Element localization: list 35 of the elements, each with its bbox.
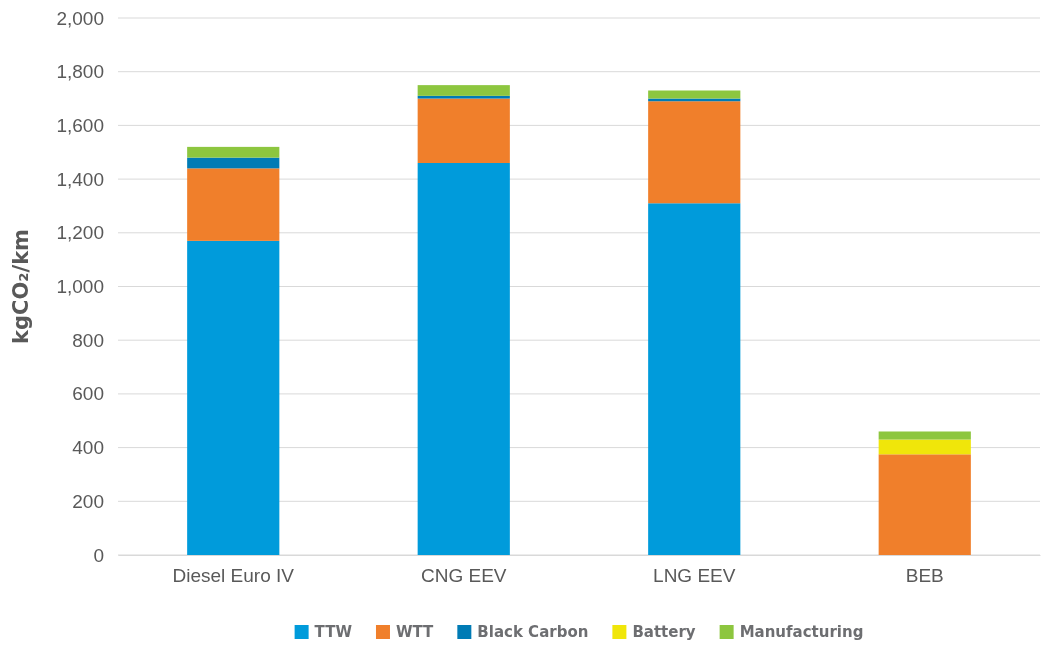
- legend-label: Manufacturing: [739, 623, 864, 642]
- x-tick-label: LNG EEV: [653, 565, 736, 587]
- x-tick-label: Diesel Euro IV: [172, 565, 295, 587]
- legend-label: TTW: [314, 623, 353, 642]
- y-tick-label: 600: [72, 383, 104, 405]
- y-tick-label: 1,800: [56, 61, 104, 83]
- y-tick-label: 800: [72, 329, 104, 351]
- y-tick-label: 0: [93, 544, 104, 566]
- bar: [648, 101, 741, 204]
- bar: [648, 90, 741, 99]
- bar: [417, 98, 510, 163]
- y-tick-label: 2,000: [56, 7, 104, 29]
- y-tick-label: 400: [72, 437, 104, 459]
- bar: [417, 95, 510, 99]
- bar: [878, 431, 971, 440]
- y-tick-label: 1,000: [56, 276, 104, 298]
- bar: [417, 85, 510, 96]
- bar: [648, 203, 741, 555]
- bar: [187, 157, 280, 169]
- bar: [187, 146, 280, 158]
- y-axis-title: kgCO₂/km: [9, 229, 33, 344]
- legend-label: WTT: [395, 623, 435, 642]
- bar: [417, 162, 510, 555]
- bar: [187, 240, 280, 555]
- x-tick-label: CNG EEV: [420, 565, 507, 587]
- bar: [878, 439, 971, 455]
- y-tick-label: 200: [72, 490, 104, 512]
- x-tick-label: BEB: [905, 565, 944, 587]
- y-tick-label: 1,400: [56, 168, 104, 190]
- legend-label: Black Carbon: [477, 623, 589, 642]
- bar: [878, 454, 971, 555]
- legend-label: Battery: [632, 623, 696, 642]
- bar: [187, 168, 280, 241]
- y-tick-label: 1,200: [56, 222, 104, 244]
- y-tick-label: 1,600: [56, 114, 104, 136]
